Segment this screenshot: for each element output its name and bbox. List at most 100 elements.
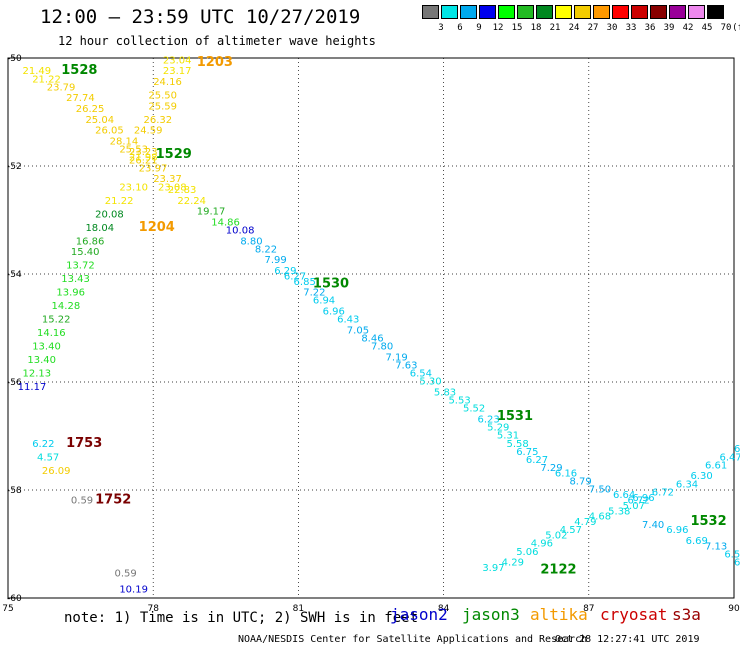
wave-height-label: 14.86 (211, 217, 240, 228)
wave-height-label: 8.79 (569, 477, 591, 488)
legend-swatch (707, 5, 724, 19)
wave-height-label: 7.40 (642, 520, 664, 531)
legend-label: 70 (720, 23, 732, 33)
pass-time-label: 1530 (313, 277, 349, 292)
wave-height-label: 5.53 (448, 396, 470, 407)
legend-swatch (498, 5, 515, 19)
pass-time-label: 1753 (66, 436, 102, 451)
wave-height-label: 25.59 (148, 101, 177, 112)
legend-swatch (669, 5, 686, 19)
wave-height-label: 21.22 (32, 74, 61, 85)
pass-time-label: 1531 (497, 409, 533, 424)
pass-time-label: 1752 (95, 493, 131, 508)
wave-height-label: 23.04 (163, 55, 192, 66)
wave-height-label: 6.75 (516, 447, 538, 458)
wave-height-label: 4.68 (589, 512, 611, 523)
legend-swatch (422, 5, 439, 19)
wave-height-label: 16.86 (76, 236, 105, 247)
wave-height-label: 3.97 (482, 563, 504, 574)
wave-height-label: 15.22 (42, 315, 71, 326)
legend-swatch (593, 5, 610, 19)
pass-time-label: 1532 (690, 514, 726, 529)
satellite-altika: altika (530, 605, 588, 624)
legend-label: 45 (701, 23, 713, 33)
wave-height-label: 23.37 (153, 174, 182, 185)
lon-tick-label: 90 (728, 604, 740, 614)
lat-tick-label: -50 (7, 54, 22, 64)
legend-label: 39 (663, 23, 675, 33)
wave-height-label: 21.49 (23, 66, 52, 77)
wave-height-label: 6.61 (705, 460, 727, 471)
legend-swatch (536, 5, 553, 19)
wave-height-label: 6.43 (337, 315, 359, 326)
satellite-s3a: s3a (672, 605, 701, 624)
wave-height-label: 24.59 (134, 126, 163, 137)
map-subtitle: 12 hour collection of altimeter wave hei… (58, 34, 376, 48)
wave-height-label: 6.27 (526, 455, 548, 466)
wave-height-label: 5.06 (516, 547, 538, 558)
wave-height-label: 10.19 (119, 585, 148, 596)
wave-height-label: 5.29 (487, 423, 509, 434)
wave-height-label: 6.51 (724, 550, 740, 561)
wave-height-label: 19.17 (197, 207, 226, 218)
wave-height-label: 26.05 (95, 126, 124, 137)
legend-label: 3 (438, 23, 444, 33)
lon-tick-label: 78 (147, 604, 159, 614)
wave-height-label: 5.07 (623, 501, 645, 512)
legend-swatch (574, 5, 591, 19)
satellite-jason2: jason2 (390, 605, 448, 624)
lat-tick-label: -54 (7, 270, 22, 280)
pass-time-label: 1203 (197, 55, 233, 70)
wave-height-label: 6.22 (32, 439, 54, 450)
wave-height-label: 23.08 (158, 182, 187, 193)
legend-label: 33 (625, 23, 637, 33)
legend-label: 27 (587, 23, 599, 33)
legend-label: 12 (492, 23, 504, 33)
credit-line: NOAA/NESDIS Center for Satellite Applica… (238, 634, 588, 645)
wave-height-label: 6.96 (666, 525, 688, 536)
wave-height-label: 6.85 (294, 277, 316, 288)
lat-tick-label: -58 (7, 486, 22, 496)
wave-height-label: 5.02 (545, 531, 567, 542)
wave-height-label: 14.28 (52, 301, 81, 312)
wave-height-label: 7.22 (303, 288, 325, 299)
wave-height-label: 4.57 (560, 525, 582, 536)
pass-time-label: 2122 (540, 563, 576, 578)
legend-swatch (441, 5, 458, 19)
wave-height-label: 5.31 (497, 431, 519, 442)
wave-height-label: 6.8 (734, 558, 740, 569)
wave-height-label: 13.40 (27, 355, 56, 366)
lat-tick-label: -56 (7, 378, 22, 388)
wave-height-label: 15.40 (71, 247, 100, 258)
wave-height-label: 21.22 (105, 196, 134, 207)
wave-height-label: 27.74 (66, 93, 95, 104)
satellite-jason3: jason3 (462, 605, 520, 624)
wave-height-label: 6.47 (719, 452, 740, 463)
wave-height-label: 5.38 (608, 506, 630, 517)
wave-height-label: 0.59 (71, 496, 93, 507)
legend-label: 21 (549, 23, 561, 33)
legend-swatch (688, 5, 705, 19)
wave-height-label: 7.13 (705, 541, 727, 552)
wave-height-label: 26.32 (144, 115, 173, 126)
wave-height-label: 6.94 (313, 296, 335, 307)
lon-tick-label: 81 (293, 604, 304, 614)
wave-height-label: 23.17 (163, 66, 192, 77)
legend-label: 15 (511, 23, 523, 33)
wave-height-label: 5.83 (434, 388, 456, 399)
wave-height-label: 20.08 (95, 209, 124, 220)
legend-label: 6 (457, 23, 463, 33)
wave-height-label: 23.23 (129, 147, 158, 158)
legend-swatch (650, 5, 667, 19)
wave-height-label: 6.29 (274, 266, 296, 277)
wave-height-label: 0.59 (114, 568, 136, 579)
wave-height-label: 6.34 (676, 479, 698, 490)
wave-height-label: 28.14 (110, 136, 139, 147)
map-frame (7, 57, 735, 599)
wave-height-label: 6.23 (477, 415, 499, 426)
wave-height-label: 6.72 (628, 496, 650, 507)
wave-height-label: 6.27 (284, 271, 306, 282)
wave-height-label: 23.97 (139, 163, 168, 174)
wave-height-label: 7.19 (386, 352, 408, 363)
wave-height-label: 23.79 (47, 82, 76, 93)
